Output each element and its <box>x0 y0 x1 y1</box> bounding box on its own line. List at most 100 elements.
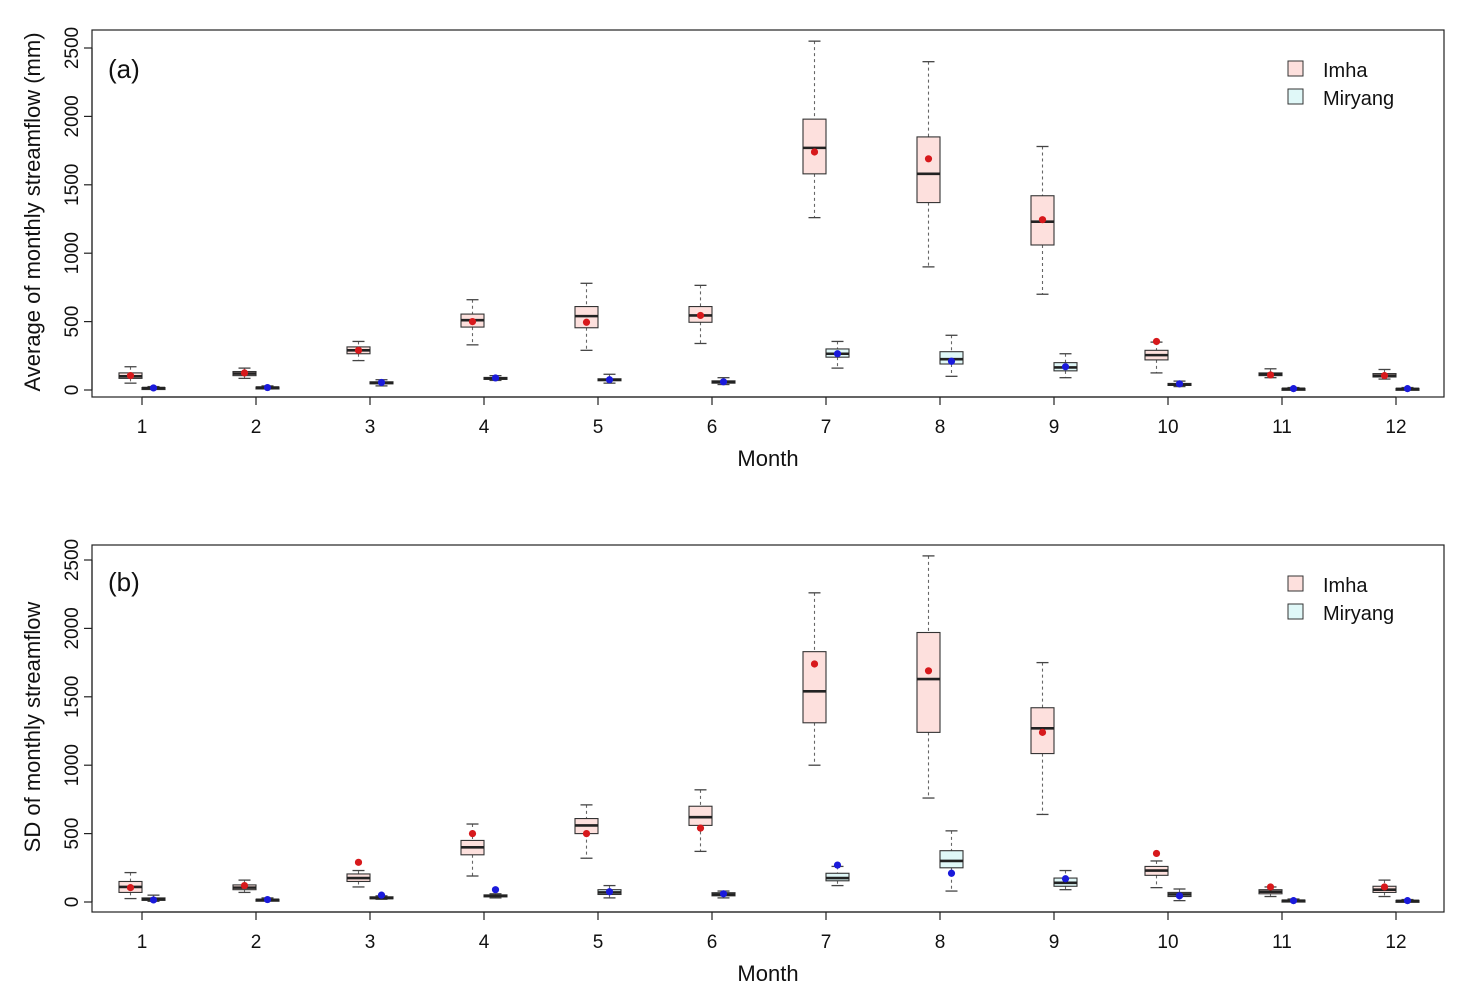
mean-point <box>126 884 135 892</box>
box-imha-month-1 <box>118 366 143 384</box>
box-miryang-month-7 <box>825 861 850 887</box>
box-imha-month-9 <box>1030 145 1055 295</box>
iqr-box <box>802 118 827 175</box>
panel-b-x-axis-title: Month <box>737 961 798 986</box>
box-miryang-month-5 <box>597 884 622 899</box>
panel-a-y-axis-title: Average of monthly streamflow (mm) <box>20 32 45 391</box>
x-tick-label: 2 <box>251 417 262 438</box>
box-miryang-month-12 <box>1395 897 1420 905</box>
mean-point <box>947 357 956 365</box>
mean-point <box>468 318 477 326</box>
box-miryang-month-10 <box>1167 888 1192 902</box>
box-miryang-month-2 <box>255 895 280 904</box>
x-tick-label: 10 <box>1157 417 1178 438</box>
legend-label-imha: Imha <box>1323 575 1368 597</box>
panel-a-boxes <box>118 40 1420 393</box>
box-miryang-month-12 <box>1395 385 1420 393</box>
mean-point <box>354 858 363 866</box>
x-tick-label: 3 <box>365 932 376 953</box>
box-miryang-month-9 <box>1053 869 1078 891</box>
mean-point <box>1061 875 1070 883</box>
y-tick-label: 2500 <box>62 539 83 581</box>
mean-point <box>696 824 705 832</box>
box-miryang-month-11 <box>1281 897 1306 905</box>
box-miryang-month-7 <box>825 340 850 369</box>
box-imha-month-7 <box>802 592 827 766</box>
x-tick-label: 7 <box>821 932 832 953</box>
mean-point <box>810 148 819 156</box>
y-tick-label: 500 <box>62 818 83 850</box>
mean-point <box>1152 337 1161 346</box>
y-tick-label: 500 <box>62 306 83 338</box>
x-tick-label: 2 <box>251 932 262 953</box>
mean-point <box>1266 883 1275 891</box>
box-imha-month-4 <box>460 299 485 346</box>
iqr-box <box>916 136 941 204</box>
box-miryang-month-10 <box>1167 380 1192 388</box>
y-tick-label: 2000 <box>62 95 83 137</box>
x-tick-label: 4 <box>479 932 490 953</box>
box-imha-month-10 <box>1144 337 1169 374</box>
legend-label-imha: Imha <box>1323 60 1368 82</box>
legend-swatch-miryang <box>1287 603 1304 620</box>
mean-point <box>491 374 500 382</box>
mean-point <box>377 891 386 899</box>
mean-point <box>377 378 386 387</box>
x-tick-label: 7 <box>821 417 832 438</box>
y-tick-label: 0 <box>62 897 83 908</box>
box-miryang-month-1 <box>141 894 166 904</box>
box-miryang-month-1 <box>141 384 166 392</box>
legend-swatch-imha <box>1287 60 1304 77</box>
y-tick-label: 2500 <box>62 27 83 69</box>
box-imha-month-9 <box>1030 661 1055 816</box>
iqr-box <box>939 850 964 869</box>
x-tick-label: 3 <box>365 417 376 438</box>
x-tick-label: 6 <box>707 417 718 438</box>
x-tick-label: 1 <box>137 417 148 438</box>
mean-point <box>1403 385 1412 393</box>
x-tick-label: 12 <box>1385 417 1406 438</box>
x-tick-label: 10 <box>1157 932 1178 953</box>
legend-label-miryang: Miryang <box>1323 603 1394 625</box>
box-miryang-month-9 <box>1053 353 1078 379</box>
mean-point <box>1038 216 1047 224</box>
panel-a-plot-frame <box>91 29 1445 398</box>
x-tick-label: 9 <box>1049 417 1060 438</box>
box-imha-month-2 <box>232 879 257 894</box>
mean-point <box>149 896 158 904</box>
panel-b-legend: Imha Miryang <box>1287 575 1394 625</box>
mean-point <box>947 869 956 877</box>
panel-b-y-axis-title: SD of monthly streamflow <box>20 602 45 853</box>
mean-point <box>149 384 158 392</box>
legend-label-miryang: Miryang <box>1323 88 1394 110</box>
panel-a-x-axis-title: Month <box>737 446 798 471</box>
box-imha-month-5 <box>574 282 599 351</box>
y-tick-label: 1500 <box>62 676 83 718</box>
x-tick-label: 1 <box>137 932 148 953</box>
mean-point <box>354 346 363 354</box>
mean-point <box>605 888 614 896</box>
panel-b-plot-frame <box>91 544 1445 913</box>
mean-point <box>1403 897 1412 905</box>
x-tick-label: 5 <box>593 932 604 953</box>
box-imha-month-2 <box>232 367 257 380</box>
mean-point <box>582 318 591 326</box>
box-imha-month-8 <box>916 555 941 799</box>
panel-a-legend: Imha Miryang <box>1287 60 1394 110</box>
mean-point <box>1061 363 1070 371</box>
mean-point <box>1289 897 1298 905</box>
box-imha-month-3 <box>346 858 371 888</box>
legend-swatch-miryang <box>1287 88 1304 105</box>
mean-point <box>810 660 819 668</box>
mean-point <box>1380 372 1389 380</box>
box-imha-month-11 <box>1258 368 1283 379</box>
panel-b-label: (b) <box>108 567 140 597</box>
mean-point <box>126 372 135 380</box>
iqr-box <box>688 805 713 826</box>
box-imha-month-6 <box>688 284 713 345</box>
mean-point <box>491 886 500 894</box>
x-tick-label: 11 <box>1272 417 1292 438</box>
box-imha-month-11 <box>1258 883 1283 898</box>
panel-a-label: (a) <box>108 54 140 84</box>
